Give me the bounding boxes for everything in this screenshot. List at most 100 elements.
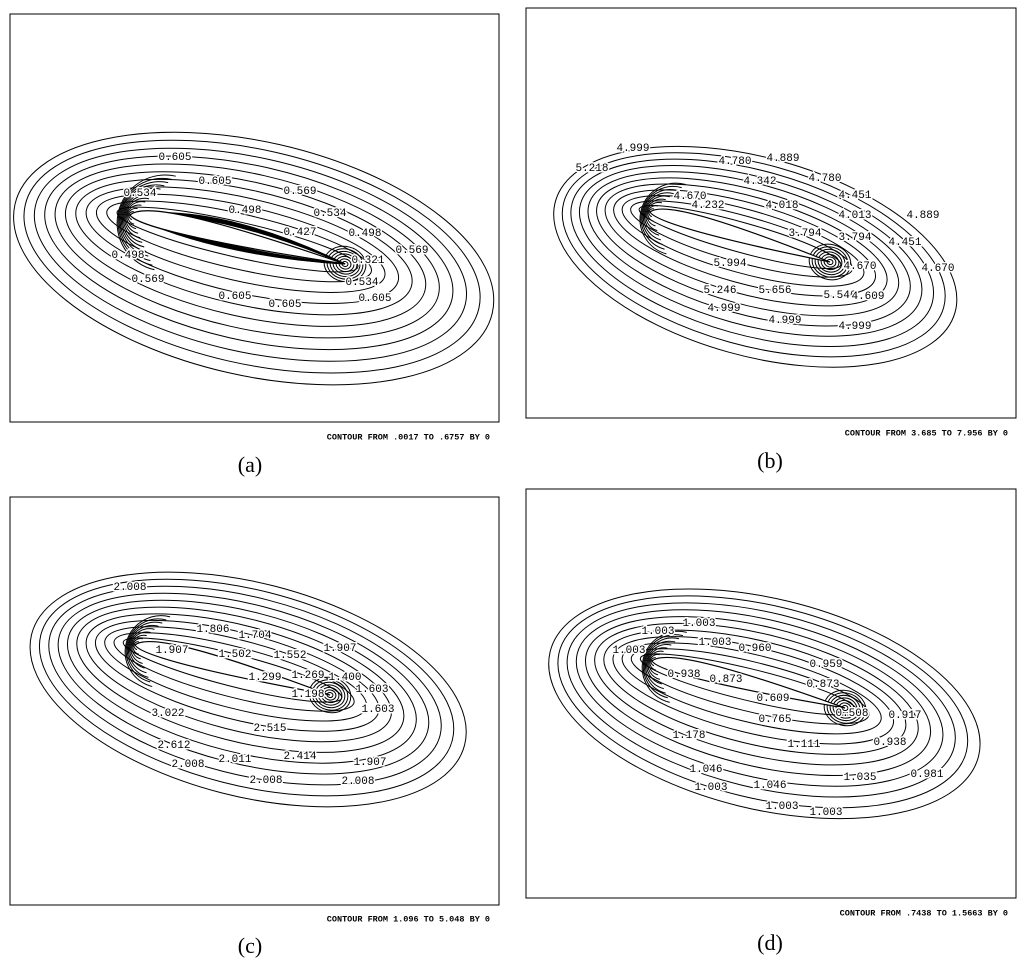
contour-label: 1.111	[787, 739, 820, 751]
panel	[525, 488, 1017, 899]
plot-frame	[9, 13, 500, 423]
contour-line	[118, 181, 169, 262]
contour-label: 1.907	[155, 645, 188, 657]
contour-line	[66, 599, 417, 764]
contour-line	[126, 621, 163, 678]
contour-line	[94, 619, 380, 732]
contour-line	[126, 204, 142, 230]
contour-line	[641, 630, 687, 703]
contours	[553, 145, 958, 368]
contour-line	[561, 152, 946, 358]
contour-line	[120, 187, 161, 253]
contour-line	[57, 592, 430, 775]
contour-line	[613, 189, 877, 297]
contour-line	[638, 205, 842, 269]
contour-label: 4.013	[838, 210, 871, 222]
contour-label: 1.907	[323, 643, 356, 655]
contour-line	[641, 189, 678, 246]
subfigure-caption: (c)	[238, 933, 262, 958]
contour-line	[647, 205, 659, 222]
contour-label: 1.907	[353, 757, 386, 769]
contour-line	[594, 622, 919, 766]
contour-range-note: CONTOUR FROM 1.096 TO 5.048 BY 0	[327, 914, 490, 924]
contour-label: 1.502	[218, 649, 251, 661]
contour-label: 1.003	[682, 618, 715, 630]
contour-label: 0.605	[158, 152, 191, 164]
contour-label: 0.981	[910, 769, 943, 781]
contour-line	[29, 571, 467, 808]
contour-label: 3.794	[788, 228, 821, 240]
contour-line	[643, 637, 680, 694]
contour-label: 2.011	[218, 754, 251, 766]
contour-label: 2.414	[283, 751, 316, 763]
panel	[9, 496, 500, 906]
contour-range-note: CONTOUR FROM .0017 TO .6757 BY 0	[327, 432, 490, 442]
contour-label: 4.889	[906, 210, 939, 222]
contour-line	[630, 200, 853, 278]
contour-label: 0.959	[809, 659, 842, 671]
contour-label: 4.780	[808, 173, 841, 185]
contour-line	[647, 647, 668, 680]
contour-line	[639, 182, 686, 255]
contour-label: 2.008	[113, 582, 146, 594]
contour-label: 0.534	[123, 188, 156, 200]
contour-label: 4.670	[921, 263, 954, 275]
contour-label: 0.938	[667, 669, 700, 681]
contour-line	[643, 195, 670, 236]
contour-line	[44, 155, 454, 351]
contour-label: 5.546	[823, 290, 856, 302]
contour-line	[566, 602, 956, 798]
contour-line	[640, 185, 682, 250]
contour-line	[575, 609, 944, 787]
contour-line	[23, 139, 481, 374]
contour-label: 0.534	[313, 208, 346, 220]
contour-label: 0.917	[888, 710, 921, 722]
subfigure-caption: (a)	[238, 452, 262, 477]
airfoil	[649, 208, 831, 263]
contour-line	[642, 634, 684, 699]
contour-label: 4.999	[768, 315, 801, 327]
contour-label: 5.994	[713, 258, 746, 270]
contour-label: 1.603	[355, 684, 388, 696]
contour-line	[587, 171, 911, 327]
subfigure-caption: (b)	[757, 448, 783, 473]
plot-frame	[9, 496, 500, 906]
contour-label: 1.552	[273, 650, 306, 662]
contour-line	[621, 195, 865, 287]
contour-label: 3.794	[838, 232, 871, 244]
contour-label: 1.269	[291, 670, 324, 682]
contour-label: 3.022	[151, 708, 184, 720]
contour-line	[124, 615, 171, 688]
contour-line	[95, 193, 386, 293]
contour-line	[548, 588, 981, 820]
contour-line	[612, 636, 895, 745]
contour-label: 4.451	[888, 237, 921, 249]
contour-line	[639, 653, 858, 716]
contour-label: 4.999	[707, 303, 740, 315]
contour-line	[119, 184, 165, 257]
contour-label: 1.035	[843, 772, 876, 784]
contour-label: 1.178	[672, 730, 705, 742]
contour-line	[33, 147, 468, 362]
contour-line	[85, 613, 392, 743]
contours	[13, 131, 495, 386]
contour-line	[113, 632, 355, 712]
contour-line	[131, 634, 147, 660]
contour-label: 2.612	[157, 740, 190, 752]
contour-label: 1.046	[753, 780, 786, 792]
contour-label: 1.003	[612, 645, 645, 657]
contour-label: 4.780	[718, 156, 751, 168]
contour-label: 1.603	[361, 704, 394, 716]
contour-label: 0.609	[756, 693, 789, 705]
contour-line	[644, 640, 676, 690]
contour-label: 1.198	[291, 689, 324, 701]
contour-line	[630, 648, 870, 725]
contour-line	[125, 201, 146, 234]
contour-label: 4.999	[838, 321, 871, 333]
contour-label: 2.008	[249, 775, 282, 787]
contour-label: 1.400	[328, 672, 361, 684]
contour-line	[553, 145, 958, 368]
contours	[548, 588, 981, 820]
contour-label: 4.670	[843, 261, 876, 273]
